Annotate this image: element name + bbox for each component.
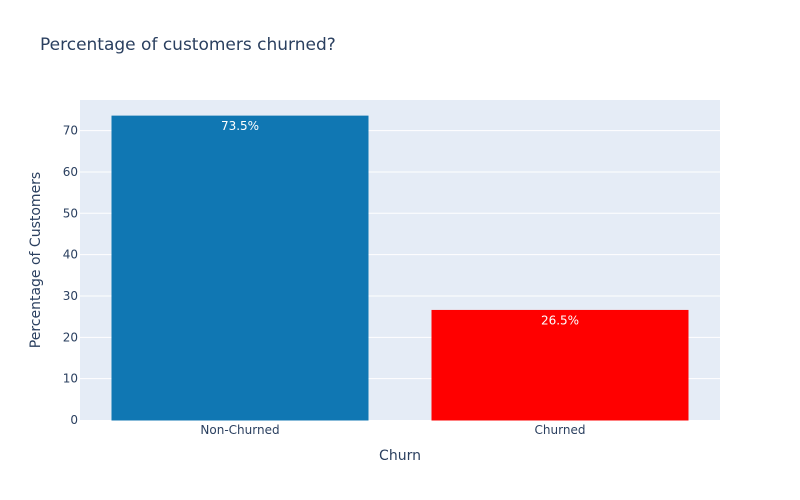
bar-data-labels: 73.5% 26.5% <box>221 119 579 327</box>
y-tick-label: 0 <box>70 413 78 427</box>
x-tick-label: Non-Churned <box>200 423 279 437</box>
bar-non-churned[interactable] <box>111 115 369 421</box>
y-axis-ticks: 0 10 20 30 40 50 60 70 <box>63 124 78 427</box>
x-tick-label: Churned <box>535 423 586 437</box>
y-tick-label: 40 <box>63 248 78 262</box>
y-tick-label: 60 <box>63 165 78 179</box>
x-axis-title: Churn <box>379 448 421 464</box>
y-tick-label: 50 <box>63 206 78 220</box>
y-axis-title: Percentage of Customers <box>28 172 44 348</box>
bar-data-label: 73.5% <box>221 119 259 133</box>
y-tick-label: 30 <box>63 289 78 303</box>
bar-churned[interactable] <box>431 309 689 421</box>
y-tick-label: 20 <box>63 330 78 344</box>
y-tick-label: 10 <box>63 372 78 386</box>
chart-title: Percentage of customers churned? <box>40 35 336 55</box>
bars <box>111 115 689 421</box>
bar-data-label: 26.5% <box>541 313 579 327</box>
y-tick-label: 70 <box>63 124 78 138</box>
x-axis-ticks: Non-Churned Churned <box>200 423 585 437</box>
